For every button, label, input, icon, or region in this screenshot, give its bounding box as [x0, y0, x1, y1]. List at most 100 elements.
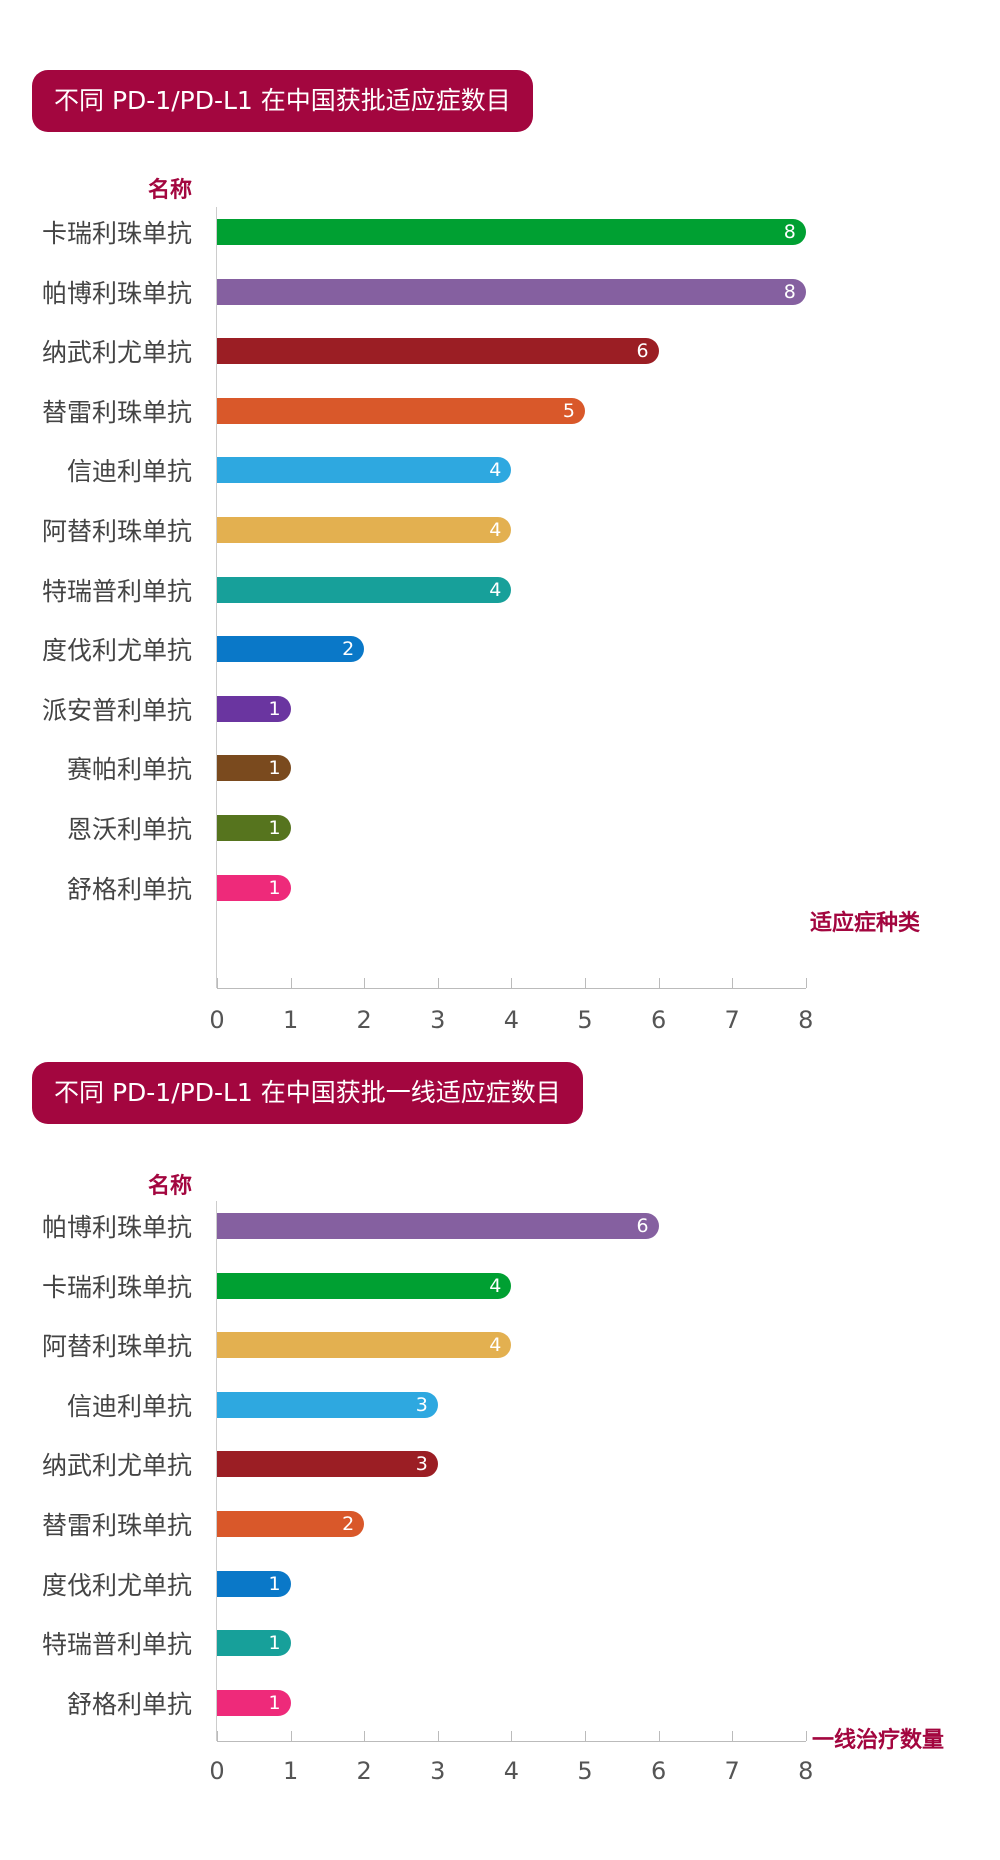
x-axis-label: 一线治疗数量 — [812, 1728, 945, 1753]
bar-value-label: 8 — [783, 221, 796, 243]
bar: 1 — [217, 1570, 291, 1597]
bar: 6 — [217, 1213, 659, 1239]
x-tick-label: 4 — [503, 1757, 520, 1785]
x-tick — [805, 1731, 807, 1741]
x-tick — [217, 978, 218, 988]
bar-value-label: 8 — [783, 280, 796, 303]
x-tick — [511, 1731, 513, 1741]
x-tick — [805, 978, 807, 988]
x-tick-label: 1 — [282, 1757, 299, 1785]
bar: 2 — [217, 1511, 365, 1537]
bar-value-label: 6 — [636, 1215, 649, 1237]
bar: 4 — [217, 457, 512, 484]
x-tick-label: 7 — [724, 1006, 740, 1034]
category-label: 恩沃利单抗 — [66, 815, 192, 844]
bar-value-label: 2 — [342, 1513, 355, 1535]
x-tick — [437, 1731, 439, 1741]
bar: 4 — [217, 517, 512, 543]
bar-value-label: 4 — [489, 1334, 502, 1357]
bar: 8 — [217, 278, 806, 305]
bar-value-label: 4 — [489, 578, 502, 601]
bar: 4 — [217, 576, 512, 603]
category-label: 阿替利珠单抗 — [41, 517, 192, 546]
x-tick-label: 1 — [282, 1006, 299, 1034]
category-label: 舒格利单抗 — [66, 874, 192, 904]
x-tick — [290, 978, 292, 988]
x-tick-label: 5 — [577, 1757, 593, 1785]
bar-value-label: 1 — [268, 1691, 281, 1714]
category-label: 度伐利尤单抗 — [41, 636, 192, 666]
bar: 1 — [217, 695, 291, 722]
category-label: 舒格利单抗 — [66, 1689, 192, 1719]
bar: 5 — [217, 397, 585, 424]
category-label: 信迪利单抗 — [66, 457, 192, 487]
bar-value-label: 4 — [489, 1274, 502, 1297]
x-tick-label: 8 — [798, 1006, 814, 1034]
bar: 3 — [217, 1391, 438, 1418]
x-tick — [437, 978, 439, 988]
y-axis-line — [216, 207, 217, 988]
bar-value-label: 4 — [489, 519, 502, 541]
x-tick — [732, 1731, 734, 1741]
x-tick-label: 3 — [430, 1006, 446, 1034]
bar-value-label: 1 — [268, 697, 281, 720]
x-tick — [658, 1731, 660, 1741]
bar-value-label: 1 — [268, 1632, 281, 1655]
x-axis-line — [217, 1741, 806, 1742]
bar-value-label: 4 — [489, 459, 502, 482]
bar-value-label: 3 — [415, 1453, 428, 1476]
y-axis-label: 名称 — [147, 1174, 192, 1199]
x-axis-label: 适应症种类 — [810, 911, 921, 936]
bar: 1 — [217, 1630, 291, 1657]
chart-title: 不同 PD-1/PD-L1 在中国获批适应症数目 — [32, 70, 533, 132]
x-tick — [290, 1731, 292, 1741]
x-tick-label: 0 — [209, 1757, 225, 1785]
y-axis-label: 名称 — [147, 178, 192, 203]
x-tick-label: 2 — [356, 1757, 372, 1785]
bar: 3 — [217, 1451, 438, 1478]
category-label: 帕博利珠单抗 — [41, 278, 192, 308]
bar-value-label: 2 — [342, 638, 355, 661]
x-tick-label: 3 — [430, 1757, 446, 1785]
bar: 8 — [217, 219, 806, 245]
x-tick — [511, 978, 513, 988]
x-tick — [585, 1731, 586, 1741]
x-tick-label: 0 — [209, 1006, 225, 1034]
category-label: 阿替利珠单抗 — [41, 1332, 192, 1362]
bar-value-label: 1 — [268, 876, 281, 899]
bar: 1 — [217, 755, 291, 782]
chart-title: 不同 PD-1/PD-L1 在中国获批一线适应症数目 — [32, 1062, 583, 1124]
x-tick-label: 4 — [503, 1006, 520, 1034]
x-tick-label: 5 — [577, 1006, 593, 1034]
category-label: 卡瑞利珠单抗 — [41, 1272, 192, 1302]
bar-value-label: 6 — [636, 340, 649, 363]
category-label: 替雷利珠单抗 — [41, 1511, 192, 1540]
category-label: 纳武利尤单抗 — [41, 1451, 192, 1481]
category-label: 赛帕利单抗 — [66, 755, 192, 785]
category-label: 度伐利尤单抗 — [41, 1570, 192, 1600]
x-tick — [217, 1731, 218, 1741]
category-label: 纳武利尤单抗 — [41, 338, 192, 368]
category-label: 特瑞普利单抗 — [41, 576, 192, 606]
category-label: 帕博利珠单抗 — [41, 1213, 192, 1242]
x-tick — [658, 978, 660, 988]
x-tick — [585, 978, 586, 988]
bar-value-label: 1 — [268, 817, 281, 839]
bar: 1 — [217, 815, 291, 841]
category-label: 卡瑞利珠单抗 — [41, 219, 192, 248]
x-axis-line — [217, 988, 806, 989]
x-tick-label: 2 — [356, 1006, 372, 1034]
x-tick-label: 7 — [724, 1757, 740, 1785]
x-tick — [364, 1731, 366, 1741]
bar: 1 — [217, 874, 291, 901]
category-label: 派安普利单抗 — [41, 695, 192, 725]
x-tick-label: 8 — [798, 1757, 814, 1785]
x-tick-label: 6 — [650, 1757, 667, 1785]
bar: 1 — [217, 1689, 291, 1716]
y-axis-line — [216, 1201, 217, 1741]
x-tick — [732, 978, 734, 988]
bar-value-label: 5 — [562, 399, 575, 422]
category-label: 替雷利珠单抗 — [41, 397, 192, 427]
x-tick — [364, 978, 366, 988]
bar: 4 — [217, 1332, 512, 1359]
